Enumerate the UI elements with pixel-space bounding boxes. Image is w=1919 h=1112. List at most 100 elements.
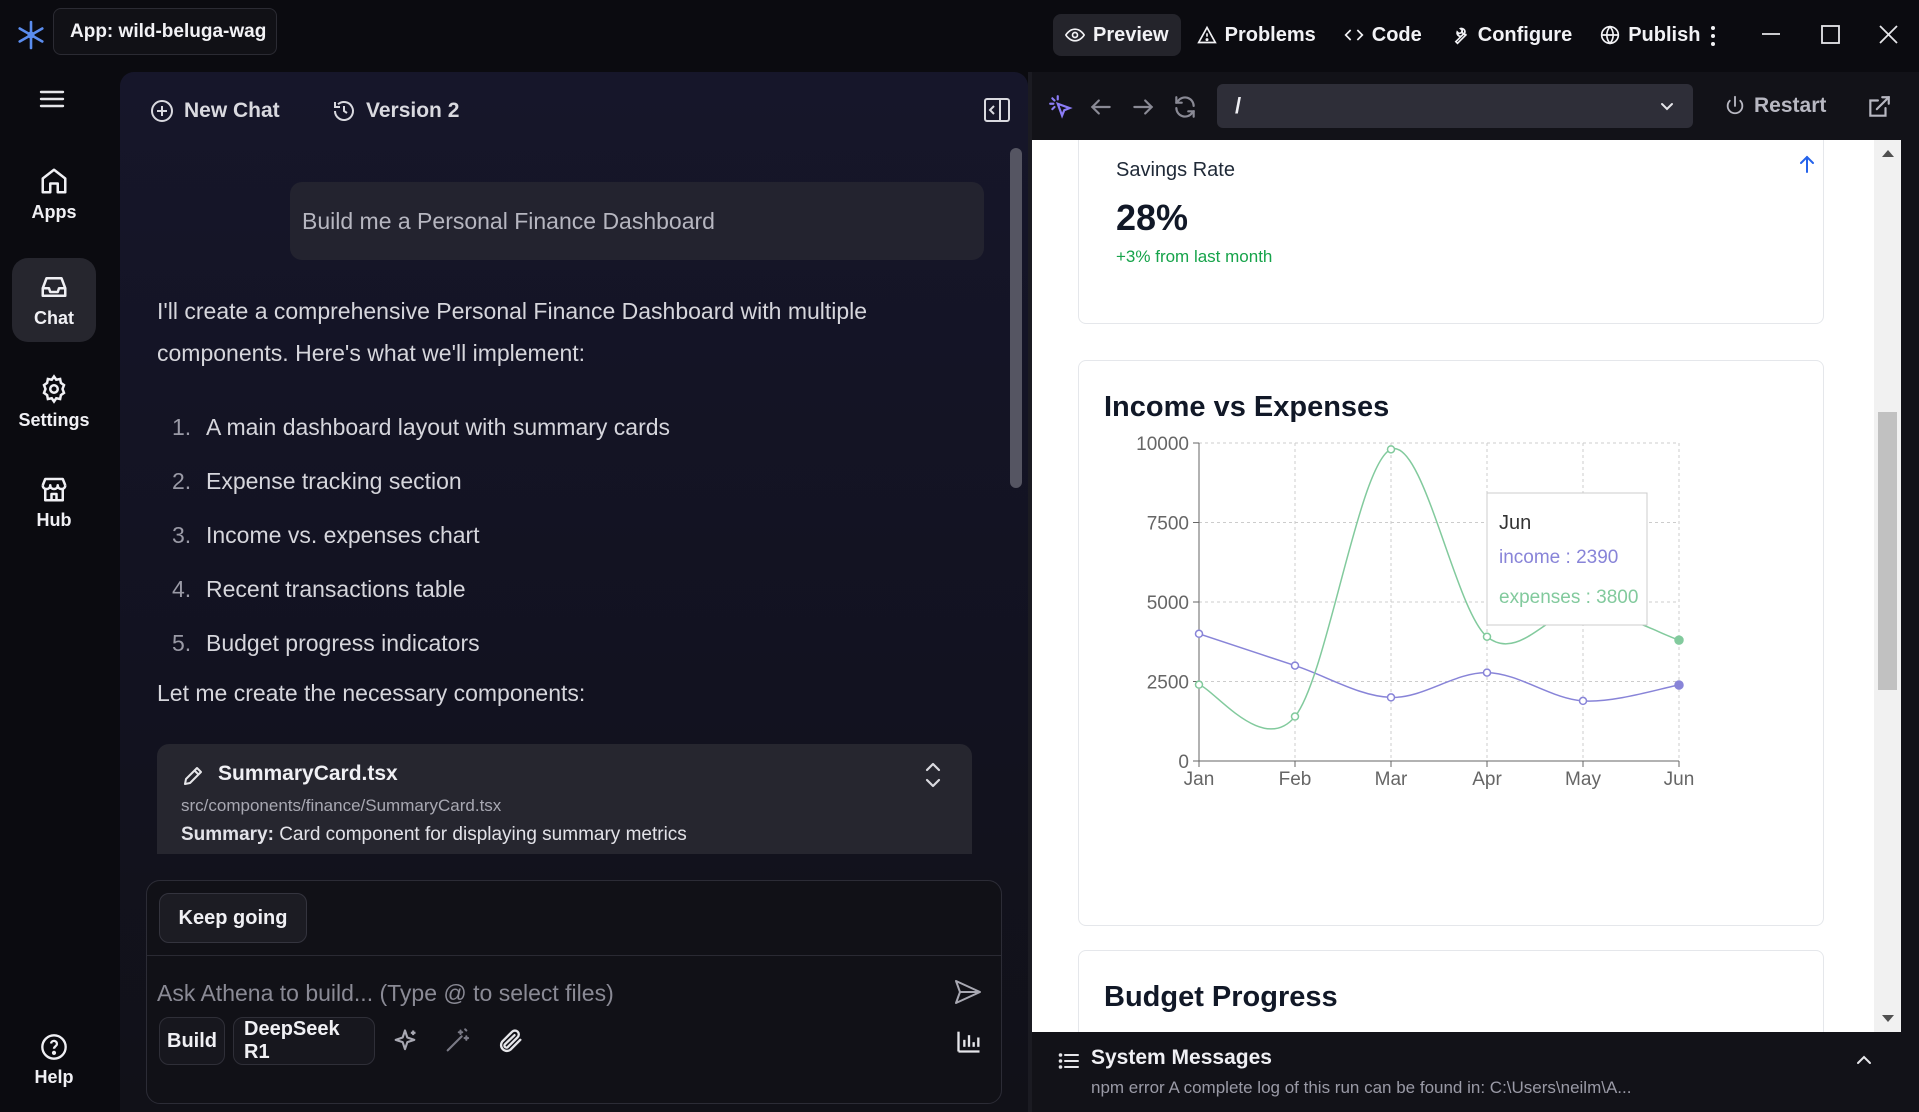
x-tick-label: Apr [1472,769,1502,790]
close-icon[interactable] [1868,14,1910,56]
top-nav: Preview Problems Code Configure Publish [1053,14,1712,56]
income-expenses-chart: 0 2500 5000 7500 10000 Jan Feb Mar Apr May Jun Jun i… [1136,434,1694,790]
external-link-icon[interactable] [1866,94,1892,120]
forward-arrow-icon[interactable] [1130,94,1156,120]
expenses-data-point [1386,445,1396,454]
list-item: 5. Budget progress indicators [172,616,952,670]
configure-button[interactable]: Configure [1438,14,1584,56]
code-button[interactable]: Code [1332,14,1434,56]
chat-input[interactable] [157,973,917,1013]
minimize-icon[interactable] [1750,14,1792,56]
power-icon [1726,95,1744,115]
sparkles-icon[interactable] [391,1027,419,1055]
system-messages-title: System Messages [1091,1046,1272,1069]
model-selector[interactable]: DeepSeek R1 [233,1017,375,1065]
send-icon[interactable] [953,977,983,1007]
menu-icon[interactable] [38,88,66,110]
panel-divider[interactable] [1028,72,1032,1112]
income-data-point [1386,693,1396,702]
list-item: 2. Expense tracking section [172,454,952,508]
chat-scrollbar[interactable] [1010,148,1022,488]
expenses-data-point [1482,632,1492,641]
problems-label: Problems [1224,23,1316,46]
back-arrow-icon[interactable] [1088,94,1114,120]
expenses-data-point [1674,635,1684,645]
sidebar-item-settings[interactable]: Settings [12,360,96,444]
list-icon [1058,1053,1079,1069]
y-tick-label: 10000 [1136,434,1189,455]
code-label: Code [1371,23,1422,46]
problems-button[interactable]: Problems [1185,14,1328,56]
expand-collapse-icon[interactable] [921,758,945,792]
y-tick-label: 2500 [1147,673,1189,694]
publish-button[interactable]: Publish [1588,14,1712,56]
arrow-up-icon [1800,155,1814,173]
chat-panel: New Chat Version 2 Build me a Personal F… [120,72,1028,1112]
version-label: Version 2 [366,99,460,122]
system-messages-panel[interactable]: System Messages npm error A complete log… [1032,1032,1901,1112]
list-number: 1. [172,413,192,440]
chart-tooltip [1486,492,1648,626]
list-text: A main dashboard layout with summary car… [206,413,671,440]
scroll-thumb[interactable] [1878,412,1897,690]
build-mode-button[interactable]: Build [159,1017,225,1065]
plan-list: 1. A main dashboard layout with summary c… [172,400,952,670]
chevron-up-icon[interactable] [1852,1048,1876,1072]
file-summary: Summary: Card component for displaying s… [181,824,687,846]
file-card[interactable]: SummaryCard.tsx src/components/finance/S… [157,744,972,854]
paperclip-icon[interactable] [497,1027,525,1055]
composer: Keep going Build DeepSeek R1 [146,880,1002,1104]
y-tick-label: 0 [1178,752,1189,773]
refresh-icon[interactable] [1172,94,1198,120]
history-icon [334,101,354,121]
select-element-icon[interactable] [1048,94,1074,120]
expenses-data-point [1194,680,1204,689]
url-bar[interactable]: / [1217,84,1693,128]
app-logo-icon [18,20,44,50]
magic-wand-icon[interactable] [443,1027,471,1055]
x-tick-label: Jan [1184,769,1215,790]
collapse-panel-icon[interactable] [982,95,1012,125]
list-item: 4. Recent transactions table [172,562,952,616]
title-bar: App: wild-beluga-wag Preview Problems Co… [0,0,1919,70]
list-text: Expense tracking section [206,467,462,494]
budget-progress-card: Budget Progress [1078,950,1824,1032]
plus-circle-icon [151,100,173,122]
chevron-down-icon[interactable] [1657,96,1677,116]
bar-chart-icon[interactable] [955,1027,983,1055]
preview-frame: Savings Rate 28% +3% from last month Inc… [1032,140,1874,1032]
help-circle-icon [41,1033,67,1060]
preview-scrollbar[interactable] [1874,140,1901,1032]
eye-icon [1065,28,1085,42]
tooltip-income: income : 2390 [1499,547,1618,568]
preview-button[interactable]: Preview [1053,14,1181,56]
sidebar-item-chat[interactable]: Chat [12,258,96,342]
new-chat-button[interactable]: New Chat [150,94,280,128]
sidebar-item-label: Chat [34,307,74,328]
income-series-line [1198,633,1680,702]
sidebar-item-hub[interactable]: Hub [12,460,96,544]
store-icon [41,477,67,501]
income-data-point [1674,680,1684,690]
scroll-down-icon[interactable] [1882,1015,1894,1022]
summary-label: Summary: [181,824,274,845]
sidebar-item-apps[interactable]: Apps [12,152,96,236]
expenses-data-point [1290,712,1300,721]
restart-button[interactable]: Restart [1724,88,1826,124]
version-button[interactable]: Version 2 [332,94,459,128]
tooltip-label: Jun [1499,512,1531,534]
restart-label: Restart [1754,94,1827,117]
sidebar-item-label: Hub [36,509,72,530]
help-button[interactable]: Help [12,1020,96,1100]
income-data-point [1194,629,1204,639]
maximize-icon[interactable] [1810,14,1852,56]
keep-going-button[interactable]: Keep going [159,893,307,943]
y-tick-label: 7500 [1147,514,1189,535]
more-options-icon[interactable] [1704,22,1722,50]
income-data-point [1482,668,1492,677]
app-name-pill[interactable]: App: wild-beluga-wag [53,8,277,55]
scroll-up-icon[interactable] [1882,150,1894,157]
gear-icon [42,373,66,404]
list-number: 5. [172,629,192,656]
list-number: 3. [172,521,192,548]
